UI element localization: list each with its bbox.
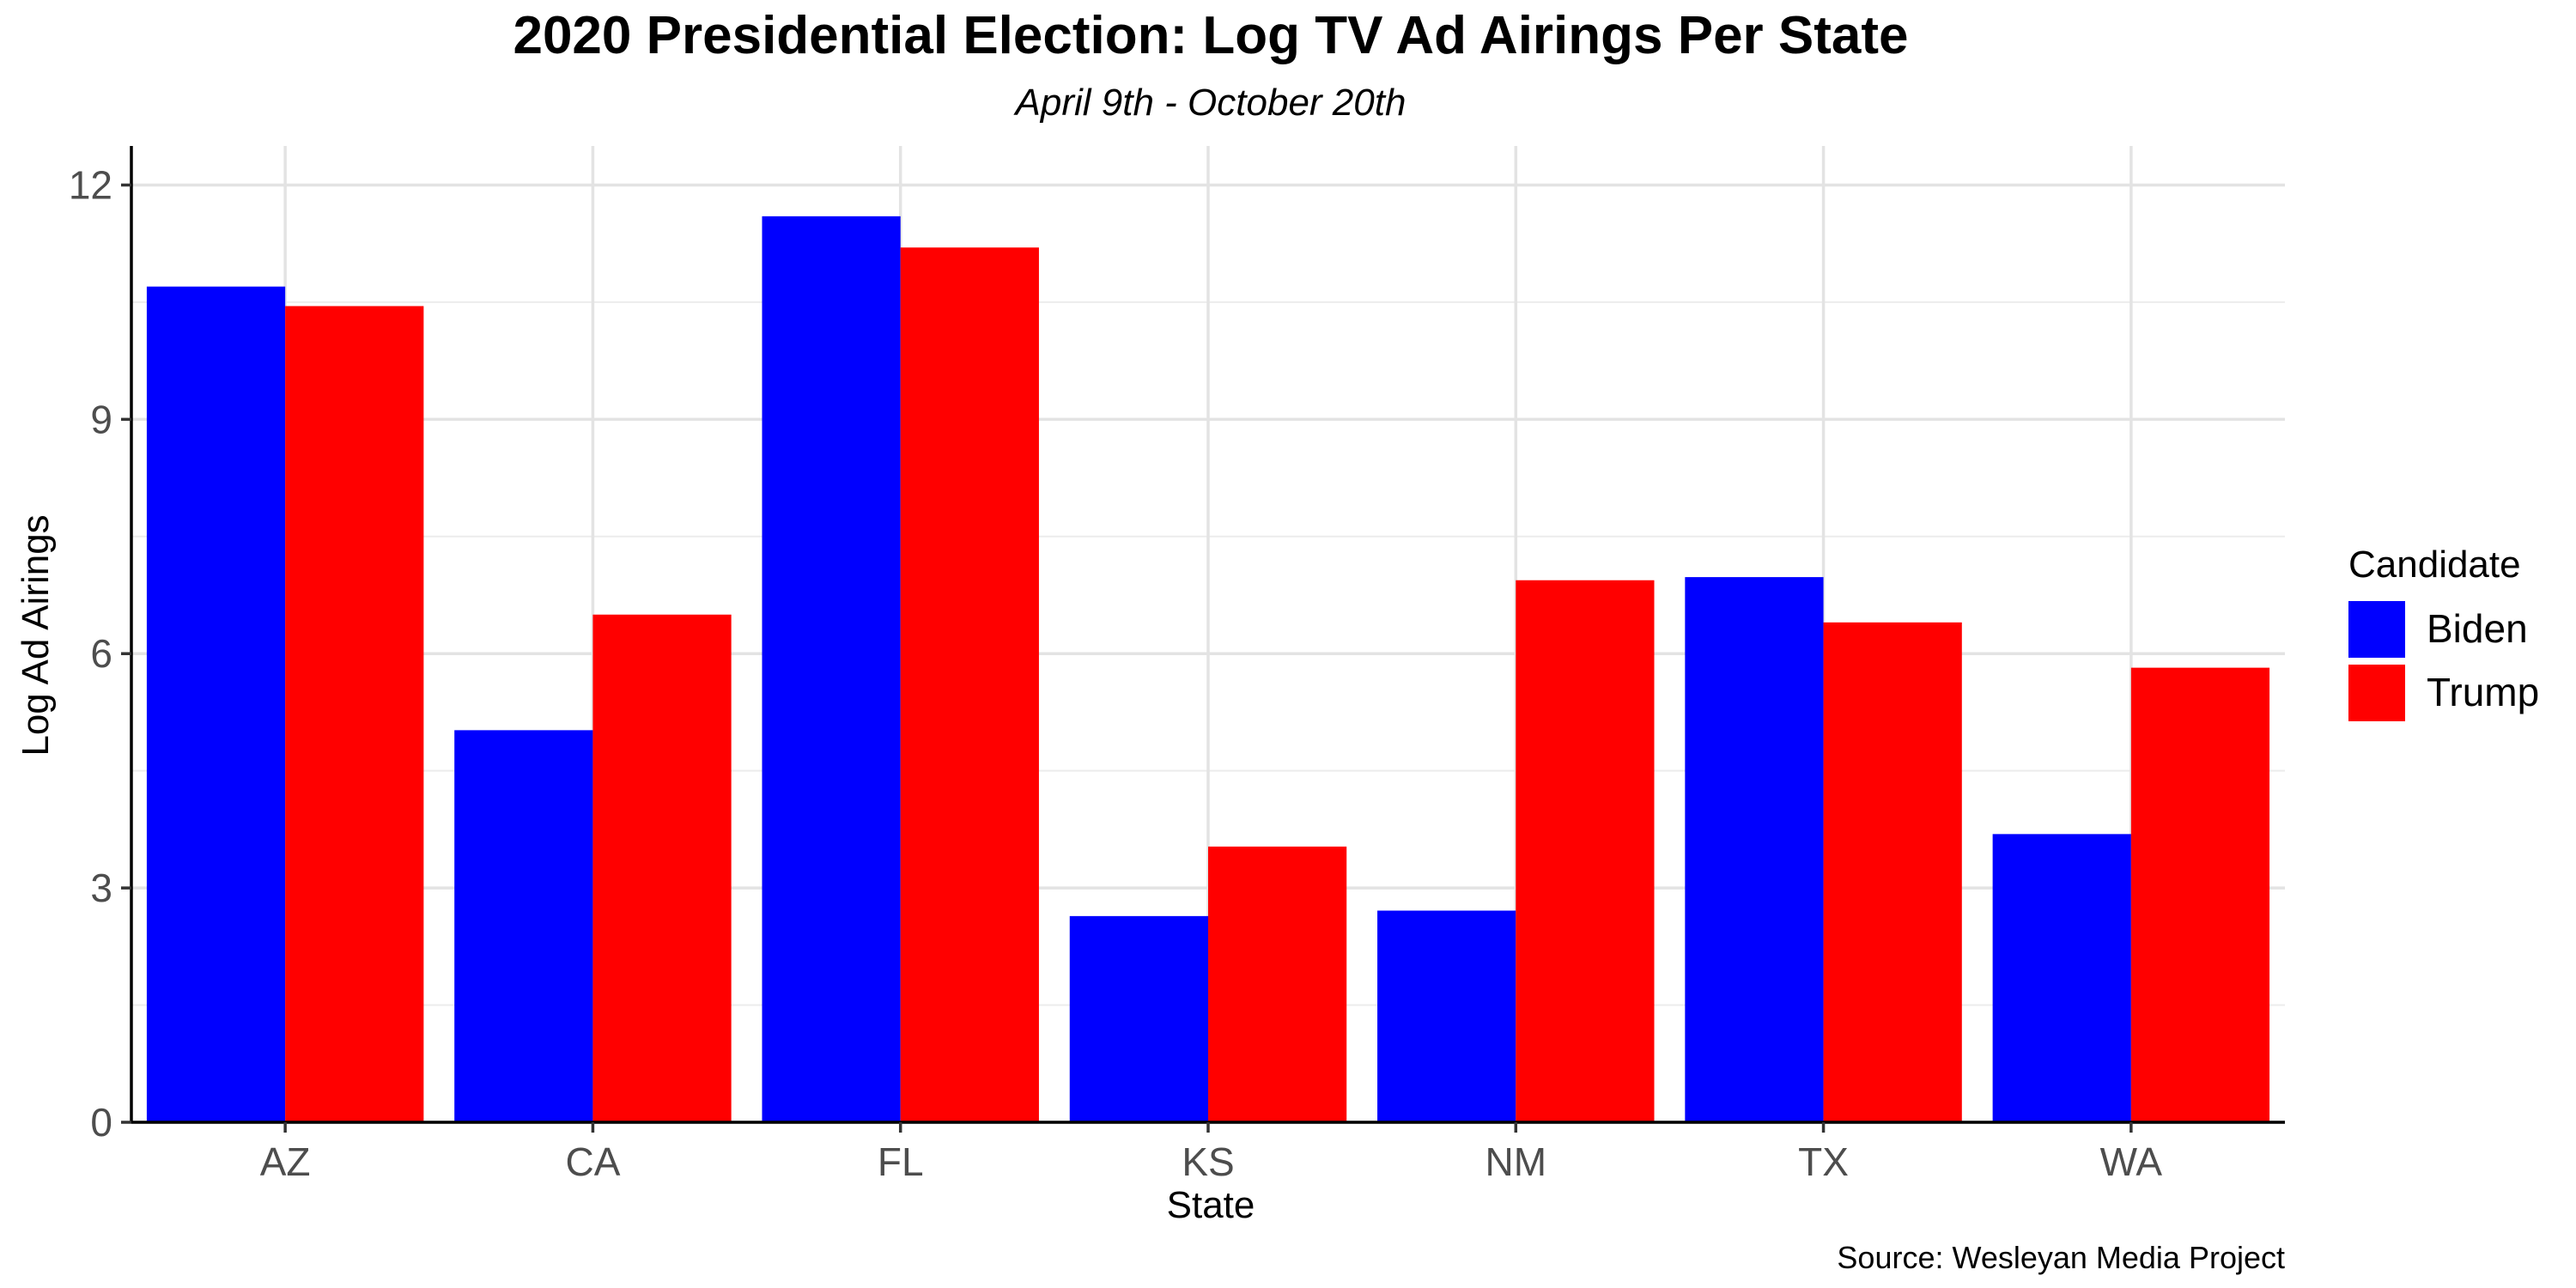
- legend: Candidate Biden Trump: [2348, 544, 2539, 721]
- y-tick-label: 9: [90, 397, 112, 441]
- bar-biden-ks: [1069, 915, 1208, 1122]
- bar-trump-ks: [1208, 846, 1347, 1122]
- chart-subtitle: April 9th - October 20th: [1013, 82, 1406, 124]
- bar-biden-ca: [454, 730, 593, 1122]
- legend-key-biden: [2348, 601, 2405, 658]
- bar-trump-tx: [1823, 622, 1962, 1122]
- bar-trump-ca: [592, 614, 732, 1122]
- x-tick-label: KS: [1182, 1139, 1234, 1184]
- y-tick-label: 12: [69, 162, 112, 207]
- chart-caption: Source: Wesleyan Media Project: [1837, 1240, 2285, 1275]
- y-tick-label: 6: [90, 631, 112, 676]
- legend-label-trump: Trump: [2427, 670, 2539, 714]
- tick-labels: 0 3 6 9 12 AZ CA FL KS NM TX WA: [69, 162, 2163, 1184]
- x-tick-label: WA: [2100, 1139, 2163, 1184]
- bar-trump-fl: [900, 247, 1039, 1122]
- bar-biden-wa: [1992, 834, 2131, 1122]
- chart-title: 2020 Presidential Election: Log TV Ad Ai…: [513, 6, 1908, 65]
- bar-trump-nm: [1516, 580, 1655, 1122]
- x-tick-label: NM: [1485, 1139, 1547, 1184]
- bar-trump-az: [285, 306, 424, 1122]
- y-axis-title: Log Ad Airings: [15, 514, 57, 756]
- x-tick-label: CA: [565, 1139, 620, 1184]
- bar-trump-wa: [2130, 667, 2270, 1122]
- x-tick-label: AZ: [260, 1139, 311, 1184]
- legend-key-trump: [2348, 665, 2405, 721]
- legend-title: Candidate: [2348, 544, 2521, 586]
- x-tick-label: FL: [878, 1139, 924, 1184]
- bar-biden-az: [146, 286, 286, 1122]
- bar-biden-tx: [1685, 577, 1824, 1122]
- legend-label-biden: Biden: [2427, 606, 2528, 651]
- bar-biden-fl: [762, 216, 901, 1122]
- x-axis-title: State: [1167, 1184, 1255, 1226]
- bars: [146, 216, 2270, 1122]
- bar-biden-nm: [1377, 910, 1516, 1122]
- y-tick-label: 0: [90, 1100, 112, 1145]
- axes: [121, 146, 2285, 1133]
- legend-items: Biden Trump: [2348, 601, 2539, 721]
- x-tick-label: TX: [1798, 1139, 1849, 1184]
- y-tick-label: 3: [90, 866, 112, 910]
